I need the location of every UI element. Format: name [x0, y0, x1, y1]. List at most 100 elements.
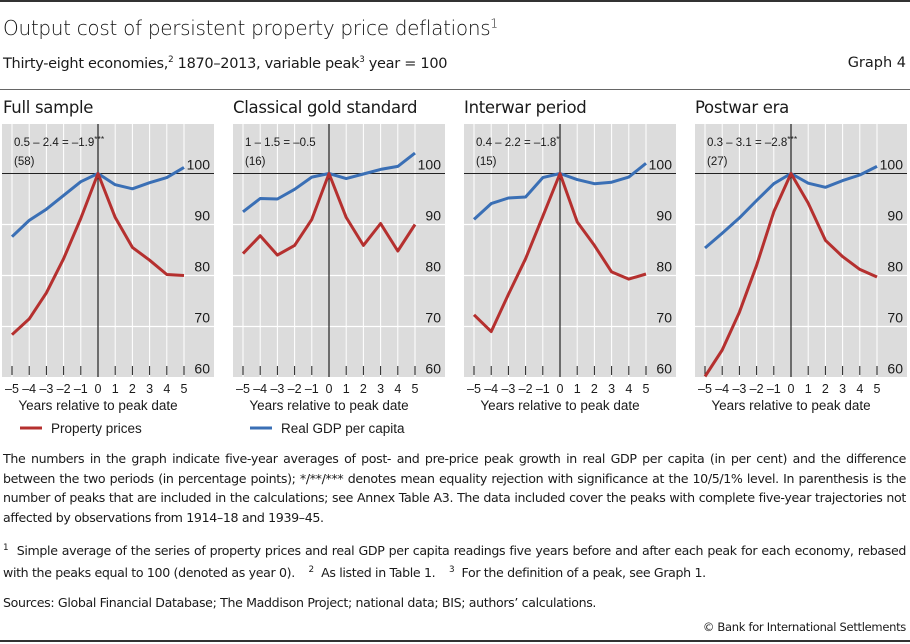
- significance-stars: *: [556, 134, 560, 144]
- y-tick-label: 100: [418, 157, 442, 173]
- x-tick-label: –3: [732, 382, 746, 396]
- x-tick-label: 5: [412, 382, 419, 396]
- footnote-mark-1: 1: [3, 543, 9, 553]
- x-tick-label: –3: [501, 382, 515, 396]
- y-tick-label: 100: [649, 157, 673, 173]
- x-tick-label: 3: [839, 382, 846, 396]
- x-tick-label: –5: [467, 382, 481, 396]
- x-tick-label: –1: [536, 382, 550, 396]
- x-tick-label: 5: [643, 382, 650, 396]
- chart-title: Output cost of persistent property price…: [3, 16, 498, 40]
- x-tick-label: 3: [146, 382, 153, 396]
- chart-subtitle: Thirty-eight economies,2 1870–2013, vari…: [3, 55, 448, 72]
- x-tick-label: –5: [236, 382, 250, 396]
- x-tick-label: 4: [394, 382, 401, 396]
- copyright: © Bank for International Settlements: [702, 620, 906, 634]
- x-tick-label: 0: [326, 382, 333, 396]
- y-tick-label: 80: [887, 259, 903, 275]
- x-axis-label: Years relative to peak date: [249, 398, 408, 413]
- y-tick-label: 100: [187, 157, 211, 173]
- x-tick-label: –5: [698, 382, 712, 396]
- peak-count: (15): [476, 156, 497, 168]
- bottom-rule: [0, 640, 910, 642]
- significance-stars: ***: [94, 134, 105, 144]
- x-tick-label: 4: [163, 382, 170, 396]
- peak-count: (27): [707, 156, 728, 168]
- x-tick-label: –1: [74, 382, 88, 396]
- growth-annotation: 0.3 – 3.1 = –2.8***: [707, 134, 798, 149]
- x-tick-label: 4: [625, 382, 632, 396]
- sources-note: Sources: Global Financial Database; The …: [3, 595, 597, 610]
- x-tick-label: 0: [557, 382, 564, 396]
- panel-title-postwar: Postwar era: [695, 98, 789, 117]
- y-tick-label: 70: [194, 310, 210, 326]
- footnotes: 1 Simple average of the series of proper…: [3, 539, 906, 582]
- x-tick-label: –1: [305, 382, 319, 396]
- x-tick-label: 2: [360, 382, 367, 396]
- x-tick-label: 0: [788, 382, 795, 396]
- x-axis-label: Years relative to peak date: [480, 398, 639, 413]
- growth-annotation: 0.5 – 2.4 = –1.9***: [14, 134, 105, 149]
- x-tick-label: –4: [715, 382, 729, 396]
- x-axis-label: Years relative to peak date: [18, 398, 177, 413]
- x-tick-label: 2: [129, 382, 136, 396]
- x-axis-label: Years relative to peak date: [711, 398, 870, 413]
- y-tick-label: 100: [880, 157, 904, 173]
- x-tick-label: 0: [95, 382, 102, 396]
- x-tick-label: 1: [574, 382, 581, 396]
- x-tick-label: –4: [484, 382, 498, 396]
- y-tick-label: 80: [194, 259, 210, 275]
- peak-count: (58): [14, 156, 35, 168]
- x-tick-label: 3: [377, 382, 384, 396]
- panel-0: 60 70 80 90 100 –5 –4 –3 –2 –1 0 1 2 3 4 5 Years relativ…: [2, 124, 214, 413]
- plot-background: [2, 124, 214, 377]
- x-tick-label: –2: [288, 382, 302, 396]
- legend-label: Property prices: [51, 421, 142, 436]
- x-tick-label: –2: [750, 382, 764, 396]
- footnote-mark-2: 2: [308, 564, 315, 575]
- x-tick-label: 5: [874, 382, 881, 396]
- x-tick-label: –4: [253, 382, 267, 396]
- panel-2: 60 70 80 90 100 –5 –4 –3 –2 –1 0 1 2 3 4 5 Years relativ…: [464, 124, 676, 413]
- y-tick-label: 90: [194, 208, 210, 224]
- x-tick-label: –2: [519, 382, 533, 396]
- footnote-3: For the definition of a peak, see Graph …: [461, 564, 707, 580]
- explanatory-note: The numbers in the graph indicate five-y…: [3, 451, 906, 525]
- panel-title-gold-standard: Classical gold standard: [233, 98, 418, 117]
- plot-background: [233, 124, 445, 377]
- title-footnote-mark: 1: [490, 16, 498, 31]
- growth-annotation: 1 – 1.5 = –0.5: [245, 137, 316, 149]
- y-tick-label: 70: [425, 310, 441, 326]
- x-tick-label: –2: [57, 382, 71, 396]
- footnote-1: Simple average of the series of property…: [3, 543, 907, 580]
- y-tick-label: 80: [425, 259, 441, 275]
- legend-label: Real GDP per capita: [281, 421, 405, 436]
- graph-number: Graph 4: [847, 55, 906, 71]
- panel-1: 60 70 80 90 100 –5 –4 –3 –2 –1 0 1 2 3 4 5 Years relativ…: [233, 124, 445, 413]
- y-tick-label: 90: [425, 208, 441, 224]
- x-tick-label: –4: [22, 382, 36, 396]
- x-tick-label: –1: [767, 382, 781, 396]
- peak-count: (16): [245, 156, 266, 168]
- y-tick-label: 80: [656, 259, 672, 275]
- x-tick-label: 5: [181, 382, 188, 396]
- y-tick-label: 60: [425, 361, 441, 377]
- subtitle-footnote-mark-3: 3: [359, 55, 365, 65]
- growth-annotation: 0.4 – 2.2 = –1.8*: [476, 134, 560, 149]
- y-tick-label: 60: [887, 361, 903, 377]
- x-tick-label: 2: [822, 382, 829, 396]
- x-tick-label: 3: [608, 382, 615, 396]
- x-tick-label: 4: [856, 382, 863, 396]
- y-tick-label: 60: [194, 361, 210, 377]
- y-tick-label: 70: [887, 310, 903, 326]
- x-tick-label: 1: [343, 382, 350, 396]
- y-tick-label: 60: [656, 361, 672, 377]
- footnote-mark-3: 3: [448, 564, 455, 575]
- footnote-2: As listed in Table 1.: [321, 564, 436, 580]
- subtitle-footnote-mark-2: 2: [168, 55, 174, 65]
- x-tick-label: 2: [591, 382, 598, 396]
- x-tick-label: –3: [270, 382, 284, 396]
- legend-item-property-prices: Property prices: [20, 421, 142, 436]
- panel-3: 60 70 80 90 100 –5 –4 –3 –2 –1 0 1 2 3 4 5 Years relativ…: [695, 124, 907, 413]
